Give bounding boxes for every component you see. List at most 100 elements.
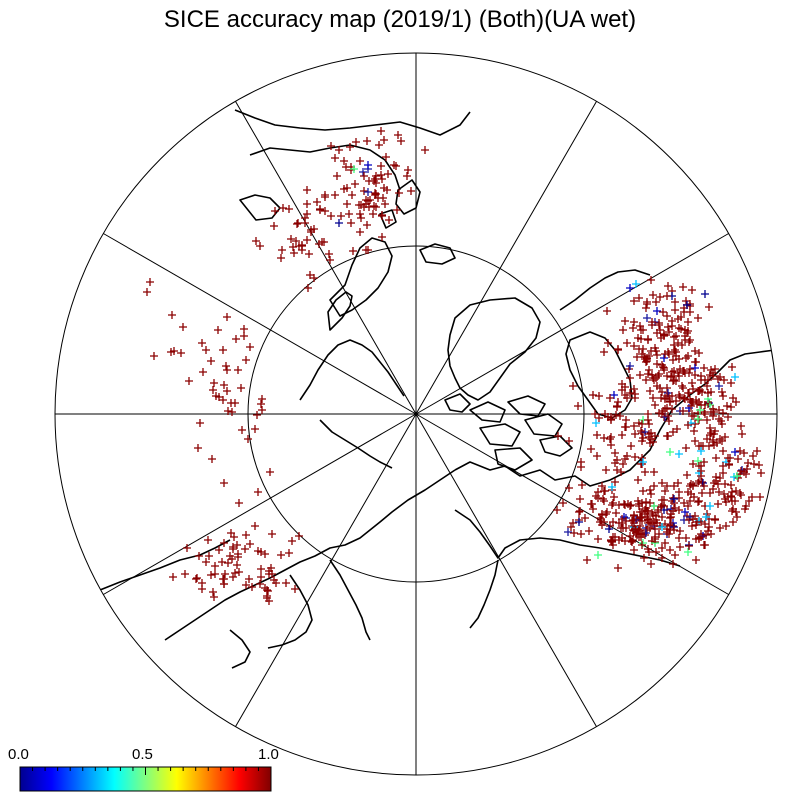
accuracy-marker xyxy=(719,462,727,470)
accuracy-marker xyxy=(650,482,658,490)
accuracy-marker xyxy=(364,161,372,169)
accuracy-marker xyxy=(668,317,676,325)
accuracy-marker xyxy=(658,523,666,531)
accuracy-marker xyxy=(364,188,372,196)
accuracy-marker xyxy=(360,187,368,195)
accuracy-marker xyxy=(643,298,651,306)
accuracy-marker xyxy=(591,410,599,418)
accuracy-marker xyxy=(698,388,706,396)
accuracy-marker xyxy=(630,422,638,430)
accuracy-marker xyxy=(666,522,674,530)
accuracy-marker xyxy=(177,349,185,357)
accuracy-marker xyxy=(575,518,583,526)
meridian-line xyxy=(103,233,417,415)
accuracy-marker xyxy=(651,525,659,533)
accuracy-marker xyxy=(713,439,721,447)
accuracy-marker xyxy=(359,168,367,176)
accuracy-marker xyxy=(655,370,663,378)
accuracy-marker xyxy=(407,187,415,195)
accuracy-marker xyxy=(694,415,702,423)
accuracy-marker xyxy=(602,466,610,474)
accuracy-marker xyxy=(718,420,726,428)
accuracy-marker xyxy=(220,580,228,588)
accuracy-marker xyxy=(377,162,385,170)
accuracy-marker xyxy=(630,297,638,305)
accuracy-marker xyxy=(639,487,647,495)
accuracy-marker xyxy=(661,394,669,402)
accuracy-marker xyxy=(325,250,333,258)
accuracy-marker xyxy=(674,339,682,347)
accuracy-marker xyxy=(285,549,293,557)
accuracy-marker xyxy=(663,482,671,490)
accuracy-marker xyxy=(745,497,753,505)
accuracy-marker xyxy=(605,525,613,533)
accuracy-marker xyxy=(729,505,737,513)
accuracy-marker xyxy=(238,426,246,434)
accuracy-marker xyxy=(271,207,279,215)
accuracy-marker xyxy=(321,207,329,215)
accuracy-marker xyxy=(724,454,732,462)
accuracy-marker xyxy=(553,506,561,514)
accuracy-marker xyxy=(268,530,276,538)
coastline-alaska xyxy=(454,509,681,567)
accuracy-marker xyxy=(646,387,654,395)
accuracy-marker xyxy=(701,410,709,418)
accuracy-marker xyxy=(603,307,611,315)
accuracy-marker xyxy=(381,200,389,208)
accuracy-marker xyxy=(198,585,206,593)
coastline-labrador xyxy=(559,269,651,311)
accuracy-marker xyxy=(658,554,666,562)
accuracy-marker xyxy=(574,402,582,410)
accuracy-marker xyxy=(646,439,654,447)
accuracy-marker xyxy=(220,479,228,487)
accuracy-marker xyxy=(326,256,334,264)
accuracy-marker xyxy=(693,400,701,408)
accuracy-marker xyxy=(715,415,723,423)
accuracy-marker xyxy=(652,298,660,306)
accuracy-marker xyxy=(576,507,584,515)
accuracy-marker xyxy=(221,570,229,578)
accuracy-marker xyxy=(371,189,379,197)
accuracy-marker xyxy=(674,479,682,487)
accuracy-marker xyxy=(644,336,652,344)
colorbar-label-max: 1.0 xyxy=(258,746,279,763)
accuracy-marker xyxy=(694,314,702,322)
accuracy-marker xyxy=(685,389,693,397)
accuracy-marker xyxy=(372,172,380,180)
accuracy-marker xyxy=(193,574,201,582)
coastline-aleutians xyxy=(469,559,499,629)
accuracy-marker xyxy=(688,412,696,420)
accuracy-marker xyxy=(719,447,727,455)
accuracy-marker xyxy=(680,394,688,402)
accuracy-marker xyxy=(242,581,250,589)
accuracy-marker xyxy=(285,205,293,213)
accuracy-marker xyxy=(229,573,237,581)
accuracy-marker xyxy=(654,508,662,516)
accuracy-marker xyxy=(143,288,151,296)
accuracy-marker xyxy=(671,551,679,559)
accuracy-marker xyxy=(207,571,215,579)
accuracy-marker xyxy=(251,425,259,433)
accuracy-marker xyxy=(390,161,398,169)
accuracy-marker xyxy=(646,524,654,532)
accuracy-marker xyxy=(594,535,602,543)
accuracy-marker xyxy=(616,412,624,420)
accuracy-marker xyxy=(631,390,639,398)
accuracy-marker xyxy=(689,385,697,393)
accuracy-marker xyxy=(626,502,634,510)
accuracy-marker xyxy=(614,346,622,354)
accuracy-marker xyxy=(215,546,223,554)
accuracy-marker xyxy=(652,516,660,524)
accuracy-marker xyxy=(397,137,405,145)
accuracy-marker xyxy=(631,453,639,461)
accuracy-marker xyxy=(593,452,601,460)
accuracy-marker xyxy=(370,202,378,210)
coastline-british-isles xyxy=(379,179,421,229)
accuracy-marker xyxy=(715,406,723,414)
accuracy-marker xyxy=(292,237,300,245)
accuracy-marker xyxy=(678,382,686,390)
accuracy-marker xyxy=(634,476,642,484)
accuracy-marker xyxy=(629,324,637,332)
accuracy-marker xyxy=(596,514,604,522)
accuracy-marker xyxy=(394,131,402,139)
